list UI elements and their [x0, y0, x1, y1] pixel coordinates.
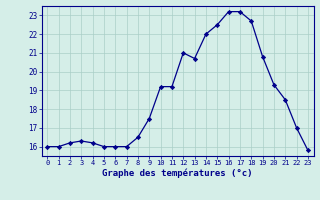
- X-axis label: Graphe des températures (°c): Graphe des températures (°c): [102, 169, 253, 178]
